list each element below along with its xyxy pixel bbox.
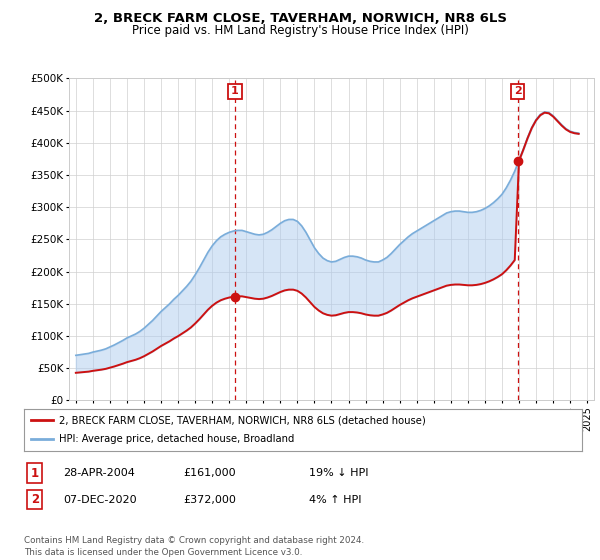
Text: £372,000: £372,000 [183, 494, 236, 505]
Text: HPI: Average price, detached house, Broadland: HPI: Average price, detached house, Broa… [59, 435, 294, 445]
Text: 2, BRECK FARM CLOSE, TAVERHAM, NORWICH, NR8 6LS: 2, BRECK FARM CLOSE, TAVERHAM, NORWICH, … [94, 12, 506, 25]
Text: 2, BRECK FARM CLOSE, TAVERHAM, NORWICH, NR8 6LS (detached house): 2, BRECK FARM CLOSE, TAVERHAM, NORWICH, … [59, 415, 425, 425]
Text: Contains HM Land Registry data © Crown copyright and database right 2024.
This d: Contains HM Land Registry data © Crown c… [24, 536, 364, 557]
Text: £161,000: £161,000 [183, 468, 236, 478]
Text: 2: 2 [31, 493, 39, 506]
Text: 28-APR-2004: 28-APR-2004 [63, 468, 135, 478]
Text: 4% ↑ HPI: 4% ↑ HPI [309, 494, 361, 505]
Text: 19% ↓ HPI: 19% ↓ HPI [309, 468, 368, 478]
Text: 2: 2 [514, 86, 521, 96]
Text: 1: 1 [31, 466, 39, 480]
Text: 07-DEC-2020: 07-DEC-2020 [63, 494, 137, 505]
Text: Price paid vs. HM Land Registry's House Price Index (HPI): Price paid vs. HM Land Registry's House … [131, 24, 469, 37]
Text: 1: 1 [231, 86, 239, 96]
